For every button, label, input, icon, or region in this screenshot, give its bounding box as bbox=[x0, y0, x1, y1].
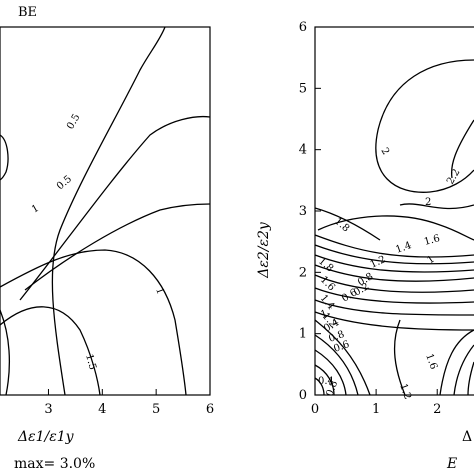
contour-label: 2 bbox=[425, 197, 431, 208]
contour-line-lower-1.6 bbox=[314, 334, 359, 396]
contour-line-1-mid bbox=[0, 249, 187, 396]
x-tick-label: 2 bbox=[433, 402, 441, 417]
contour-line-0.5-lower bbox=[19, 115, 211, 301]
contour-label: 2 bbox=[378, 146, 391, 157]
x-tick-label: 4 bbox=[98, 402, 106, 417]
contour-label: 1.5 bbox=[83, 353, 98, 371]
right-caption: E bbox=[446, 456, 457, 472]
contour-line-1.2 bbox=[314, 254, 474, 273]
right-y-axis-label: Δε2/ε2y bbox=[256, 221, 272, 279]
contour-line-right-lower-a bbox=[439, 329, 474, 396]
x-tick-label: 1 bbox=[372, 402, 380, 417]
contour-line-inner-ring bbox=[0, 134, 9, 181]
right-x-axis-label: Δ bbox=[462, 429, 472, 445]
contour-label: 0.8 bbox=[327, 329, 346, 345]
contour-line-lower-1 bbox=[314, 377, 325, 396]
contour-label: 1 bbox=[319, 308, 329, 321]
contour-label: 0.4 bbox=[318, 376, 334, 387]
contour-line-lower-1.8 bbox=[314, 319, 371, 396]
right-y-ticks: 0 1 2 3 4 5 6 bbox=[299, 20, 321, 403]
contour-line-0.5-upper bbox=[51, 26, 166, 396]
left-contour-panel: BE 0.5 0.5 1 1 1.5 3 4 5 6 Δε1/ε1y max= 3.0… bbox=[0, 5, 214, 472]
y-tick-label: 0 bbox=[299, 388, 307, 403]
right-contour-panel: 2 2.2 2 1.8 1.6 1.4 1.2 1 0.8 0.6 0.4 0.… bbox=[256, 20, 474, 472]
y-tick-label: 4 bbox=[299, 143, 307, 158]
left-caption: max= 3.0% bbox=[14, 456, 95, 472]
y-tick-label: 2 bbox=[299, 265, 307, 280]
left-x-ticks: 3 4 5 6 bbox=[44, 389, 214, 417]
contour-label: 0.5 bbox=[55, 174, 74, 193]
contour-line-1.8-upper bbox=[314, 207, 381, 241]
contour-line-2.2 bbox=[450, 119, 474, 179]
contour-line-0.6 bbox=[314, 287, 474, 304]
contour-label: 1.8 bbox=[332, 216, 351, 235]
x-tick-label: 0 bbox=[311, 402, 319, 417]
contour-line-1.8 bbox=[317, 215, 474, 241]
contour-line-1.5 bbox=[0, 306, 101, 396]
right-contour-lines bbox=[314, 59, 474, 396]
contour-line-2-top bbox=[375, 59, 474, 193]
contour-line-bottom-loop bbox=[393, 319, 406, 396]
contour-line-0.4 bbox=[314, 299, 474, 316]
contour-label: 1.2 bbox=[397, 382, 413, 401]
contour-label: 1.6 bbox=[423, 352, 439, 371]
left-x-axis-label: Δε1/ε1y bbox=[17, 429, 75, 445]
contour-line-lower-1.4 bbox=[314, 349, 347, 396]
contour-label: 1.8 bbox=[316, 256, 335, 275]
contour-line-2-mid bbox=[399, 203, 474, 210]
contour-line-1-upper bbox=[24, 203, 211, 291]
y-tick-label: 1 bbox=[299, 327, 307, 342]
contour-label: 0.5 bbox=[65, 112, 82, 131]
y-tick-label: 5 bbox=[299, 81, 307, 96]
contour-line-1.6 bbox=[314, 234, 474, 258]
panel-tag: BE bbox=[18, 5, 37, 20]
y-tick-label: 6 bbox=[299, 20, 307, 35]
contour-label: 1 bbox=[30, 203, 41, 216]
contour-line-right-lower-c bbox=[467, 361, 474, 396]
contour-line-1.4 bbox=[314, 244, 474, 265]
contour-label: 1 bbox=[153, 286, 166, 296]
right-x-ticks: 0 1 2 bbox=[311, 389, 441, 417]
contour-label: 0.8 bbox=[324, 379, 340, 398]
left-contour-lines bbox=[0, 26, 211, 396]
x-tick-label: 6 bbox=[206, 402, 214, 417]
contour-line-0.8 bbox=[314, 274, 474, 293]
contour-label: 1.6 bbox=[423, 233, 441, 248]
contour-label: 1 bbox=[425, 254, 437, 267]
contour-line-left-edge bbox=[0, 309, 11, 396]
left-plot-frame bbox=[0, 26, 211, 396]
contour-label: 2.2 bbox=[445, 167, 462, 186]
y-tick-label: 3 bbox=[299, 204, 307, 219]
right-contour-labels: 2 2.2 2 1.8 1.6 1.4 1.2 1 0.8 0.6 0.4 0.… bbox=[316, 146, 462, 401]
contour-line-lower-1.2 bbox=[314, 364, 335, 396]
contour-line-1 bbox=[314, 264, 474, 282]
x-tick-label: 3 bbox=[44, 402, 52, 417]
x-tick-label: 5 bbox=[152, 402, 160, 417]
contour-line-right-lower-b bbox=[453, 344, 474, 396]
contour-label: 0.6 bbox=[332, 339, 351, 355]
contour-label: 1.4 bbox=[394, 240, 413, 256]
contour-line-0.2 bbox=[314, 311, 474, 331]
contour-label: 1.2 bbox=[369, 254, 388, 271]
